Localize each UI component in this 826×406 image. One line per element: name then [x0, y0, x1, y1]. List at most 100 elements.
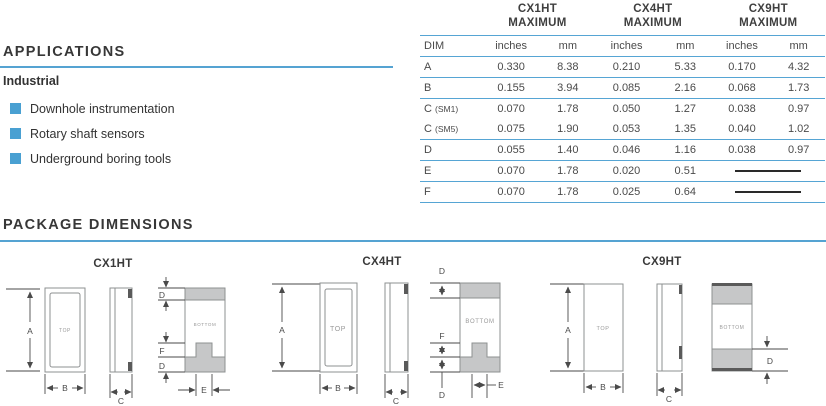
dimension-c-lines — [384, 374, 409, 398]
value-cell: 0.053 — [594, 118, 659, 140]
dim-label-c: C — [118, 396, 124, 406]
value-cell: 0.055 — [480, 139, 542, 161]
dimension-b-lines — [44, 374, 86, 394]
value-cell: 0.155 — [480, 77, 542, 99]
col-header-inches: inches — [711, 35, 773, 57]
dim-label-d: D — [439, 266, 445, 276]
value-cell: 0.046 — [594, 139, 659, 161]
view-label-top: TOP — [596, 326, 609, 332]
dim-label-e: E — [498, 380, 504, 390]
terminal-notch — [404, 284, 408, 294]
top-view-inner — [324, 288, 353, 367]
table-column-header-row: DIM inches mm inches mm inches mm — [420, 35, 825, 57]
package-title: CX9HT — [642, 256, 681, 268]
table-row: D 0.055 1.40 0.046 1.16 0.038 0.97 — [420, 139, 825, 161]
dim-label-d: D — [159, 361, 165, 371]
solder-pad — [711, 348, 753, 372]
col-header-dim: DIM — [420, 35, 481, 57]
dim-label-b: B — [62, 383, 68, 393]
list-item-label: Underground boring tools — [30, 151, 172, 166]
solder-pad — [184, 287, 226, 301]
table-group-header-row: CX1HT MAXIMUM CX4HT MAXIMUM CX9HT MAXIMU… — [420, 2, 825, 36]
value-cell: 0.038 — [711, 139, 773, 161]
dimension-a-lines — [550, 283, 584, 372]
cx9ht-package-drawing: CX9HT A TOP B C BOTTOM — [550, 256, 788, 404]
view-label-top: TOP — [330, 326, 346, 333]
value-cell: 0.330 — [480, 56, 542, 78]
dim-label-c: C — [666, 394, 672, 404]
value-cell: 0.170 — [711, 56, 773, 78]
value-cell: 1.78 — [557, 102, 579, 115]
value-cell: 0.070 — [480, 160, 542, 182]
dim-label-f: F — [159, 346, 164, 356]
package-dimensions-rule — [0, 240, 826, 242]
side-view-outline — [109, 287, 133, 373]
group-name: CX9HT — [748, 3, 788, 15]
value-cell: 1.02 — [772, 118, 825, 140]
top-view-outline — [319, 282, 358, 373]
solder-pad — [459, 342, 501, 373]
value-cell: 1.35 — [658, 118, 712, 140]
dim-label-d: D — [159, 290, 165, 300]
solder-pad — [459, 282, 501, 299]
applications-list: Downhole instrumentation Rotary shaft se… — [10, 96, 175, 171]
col-header-mm: mm — [658, 35, 712, 57]
value-cell: 1.27 — [674, 102, 696, 115]
dim-cell: E — [420, 160, 481, 182]
top-view-inner — [49, 292, 81, 368]
solder-pad — [184, 342, 226, 373]
value-cell: 0.038 — [728, 102, 756, 115]
dimension-d-f-lines — [430, 282, 460, 388]
bullet-square-icon — [10, 128, 21, 139]
value-cell: 0.070 — [497, 102, 525, 115]
table-row: C (SM1) 0.070 1.78 0.050 1.27 0.038 0.97 — [420, 98, 825, 119]
table-row: F 0.070 1.78 0.025 0.64 — [420, 181, 825, 203]
dim-label: C — [424, 102, 432, 115]
dim-note: (SM1) — [435, 103, 459, 114]
dash-line — [735, 169, 802, 172]
group-subtitle: MAXIMUM — [739, 17, 798, 30]
col-header-inches: inches — [480, 35, 542, 57]
pad-edge — [712, 283, 752, 286]
dim-label-a: A — [565, 325, 571, 335]
value-cell: 1.73 — [772, 77, 825, 99]
value-cell: 0.040 — [711, 118, 773, 140]
dim-cell: C (SM5) — [420, 118, 481, 140]
side-view-outline — [384, 282, 409, 373]
dim-label-d: D — [767, 356, 773, 366]
value-cell: 0.070 — [480, 181, 542, 203]
value-cell: 0.075 — [480, 118, 542, 140]
value-cell: 0.020 — [594, 160, 659, 182]
applications-heading: APPLICATIONS — [3, 44, 126, 60]
dimension-a-lines — [272, 283, 320, 372]
col-header-mm: mm — [772, 35, 825, 57]
dim-cell: F — [420, 181, 481, 203]
value-cell: 4.32 — [772, 56, 825, 78]
applications-rule — [0, 66, 393, 68]
view-label-bottom: BOTTOM — [465, 319, 494, 325]
dimension-d-lines — [752, 336, 788, 384]
dim-label-c: C — [393, 396, 399, 406]
top-view-outline — [583, 283, 624, 372]
value-cell: 1.78 — [541, 181, 595, 203]
terminal-mark — [679, 285, 682, 294]
group-header-cx9ht: CX9HT MAXIMUM — [711, 2, 825, 36]
solder-pad — [711, 283, 753, 305]
table-row: B 0.155 3.94 0.085 2.16 0.068 1.73 — [420, 77, 825, 99]
value-cell: 0.050 — [612, 102, 641, 115]
top-view-outline — [44, 287, 86, 373]
not-applicable-cell — [711, 181, 825, 203]
value-cell: 0.97 — [787, 102, 810, 115]
terminal-notch — [128, 362, 132, 371]
dim-note: (SM5) — [435, 123, 459, 134]
dim-label-e: E — [201, 385, 207, 395]
not-applicable-cell — [711, 160, 825, 182]
value-cell: 0.025 — [594, 181, 659, 203]
group-subtitle: MAXIMUM — [623, 17, 683, 30]
side-view-outline — [656, 283, 683, 372]
table-row: C (SM5) 0.075 1.90 0.053 1.35 0.040 1.02 — [420, 118, 825, 140]
dimension-d-f-lines — [158, 277, 185, 383]
list-item: Underground boring tools — [10, 146, 175, 171]
table-row: A 0.330 8.38 0.210 5.33 0.170 4.32 — [420, 56, 825, 78]
